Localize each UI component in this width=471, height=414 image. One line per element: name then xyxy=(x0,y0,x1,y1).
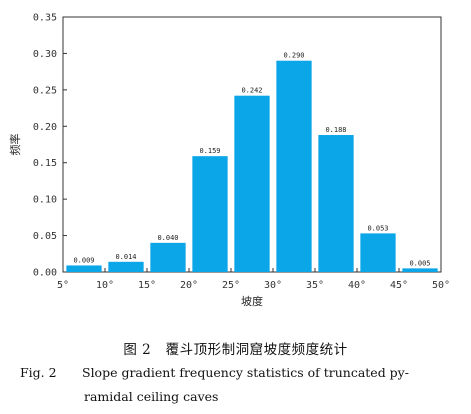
bar xyxy=(66,265,102,272)
x-tick-label: 30° xyxy=(264,280,282,291)
bar xyxy=(318,135,354,272)
bar xyxy=(402,268,438,272)
x-tick-label: 35° xyxy=(306,280,324,291)
bar-value-label: 0.009 xyxy=(73,256,94,264)
y-tick-label: 0.25 xyxy=(33,85,57,96)
bar xyxy=(150,242,186,272)
bar xyxy=(108,261,144,272)
y-tick-label: 0.00 xyxy=(33,268,57,279)
y-tick-label: 0.10 xyxy=(33,195,57,206)
y-tick-label: 0.20 xyxy=(33,122,57,133)
bar xyxy=(360,233,396,272)
english-caption-text-2: ramidal ceiling caves xyxy=(84,389,219,404)
bar xyxy=(276,60,312,272)
x-tick-label: 40° xyxy=(348,280,366,291)
plot-area: 0.00 0.05 0.10 0.15 0.20 0.25 0.30 0.35 5° 10° 15°… xyxy=(8,13,450,309)
bar-value-label: 0.005 xyxy=(409,259,430,267)
bar-value-label: 0.014 xyxy=(115,253,136,261)
chinese-caption: 图 2 覆斗顶形制洞窟坡度频度统计 xyxy=(0,338,471,358)
chinese-figure-number: 图 2 xyxy=(123,342,152,358)
bar-value-label: 0.040 xyxy=(157,234,178,242)
y-tick-label: 0.35 xyxy=(33,13,57,24)
y-axis-title: 频率 xyxy=(8,134,22,156)
x-tick-label: 50° xyxy=(432,280,450,291)
x-tick-label: 45° xyxy=(390,280,408,291)
x-tick-label: 25° xyxy=(222,280,240,291)
bar xyxy=(192,156,228,272)
english-caption-line-2: ramidal ceiling caves xyxy=(84,389,464,404)
y-tick-label: 0.30 xyxy=(33,49,57,60)
x-tick-label: 20° xyxy=(180,280,198,291)
x-axis-title: 坡度 xyxy=(241,294,263,308)
english-figure-number: Fig. 2 xyxy=(20,365,57,380)
english-caption-text-1: Slope gradient frequency statistics of t… xyxy=(82,365,409,380)
bar-value-label: 0.290 xyxy=(283,52,304,60)
bar-value-label: 0.053 xyxy=(367,224,388,232)
bar-value-label: 0.242 xyxy=(241,87,262,95)
english-caption-line-1: Fig. 2 Slope gradient frequency statistic… xyxy=(20,365,460,380)
bar-chart: 0.00 0.05 0.10 0.15 0.20 0.25 0.30 0.35 5° 10° 15°… xyxy=(8,13,450,309)
bar-value-label: 0.188 xyxy=(325,126,346,134)
y-tick-label: 0.15 xyxy=(33,158,57,169)
x-tick-label: 10° xyxy=(96,280,114,291)
y-tick-label: 0.05 xyxy=(33,231,57,242)
bar xyxy=(234,95,270,272)
x-tick-label: 15° xyxy=(138,280,156,291)
x-tick-label: 5° xyxy=(57,280,69,291)
bar-value-label: 0.159 xyxy=(199,147,220,155)
chinese-caption-text: 覆斗顶形制洞窟坡度频度统计 xyxy=(165,342,348,358)
